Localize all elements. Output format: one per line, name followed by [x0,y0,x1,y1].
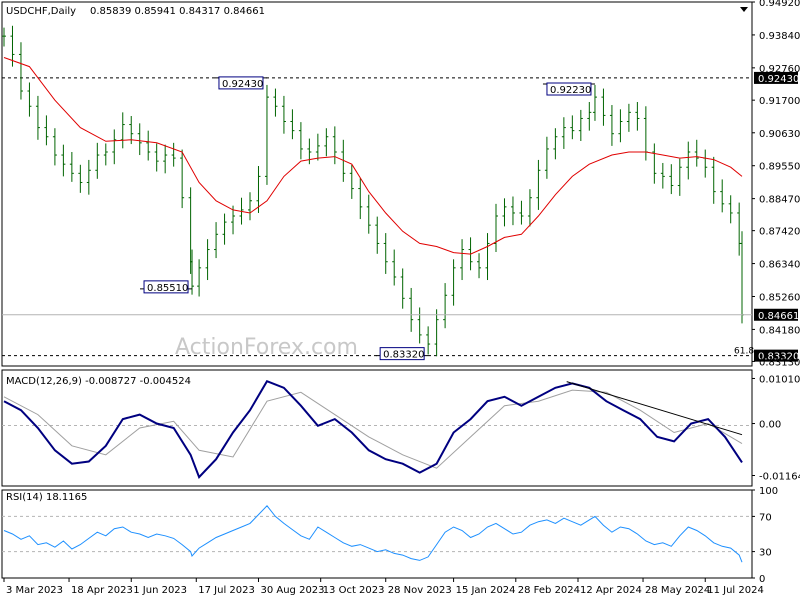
price-tick-label: 0.87420 [759,227,800,238]
rsi-tick-label: 30 [759,548,772,559]
macd-line [3,379,743,479]
current-price-tag [754,308,798,321]
macd-panel: 0.010101 0.00 -0.011645 MACD(12,26,9) -0.0… [1,369,800,487]
macd-trendline [566,381,743,436]
collapse-arrow-icon[interactable] [740,7,748,12]
date-axis: 3 Mar 2023 18 Apr 2023 1 Jun 2023 17 Jul 20… [3,578,764,596]
price-tick-label: 0.88470 [759,195,800,206]
macd-y-axis: 0.010101 0.00 -0.011645 [752,374,800,482]
date-tick-label: 18 Apr 2023 [71,585,133,596]
date-tick-label: 11 Jul 2024 [707,585,764,596]
key-level-value: 0.92430 [758,74,799,85]
price-tick-label: 0.83130 [759,357,800,368]
date-tick-label: 30 Aug 2023 [260,585,324,596]
key-level-tag [754,349,798,362]
rsi-y-axis: 100 70 30 0 [752,486,778,585]
rsi-tick-label: 70 [759,512,772,523]
price-tick-label: 0.84180 [759,325,800,336]
date-tick-label: 28 Feb 2024 [518,585,580,596]
macd-tick-label: 0.010101 [759,374,800,385]
date-tick-label: 12 Apr 2024 [580,585,642,596]
swing-label: 0.92230 [550,85,591,96]
price-tick-label: 0.85260 [759,292,800,303]
rsi-tick-label: 100 [759,486,778,497]
price-panel: ActionForex.com 0.92430 0.83320 61.8 0.924… [1,0,800,368]
price-bars [2,25,744,357]
macd-title: MACD(12,26,9) -0.008727 -0.004524 [6,376,191,387]
swing-label-box [379,347,425,361]
date-tick-label: 13 Oct 2023 [323,585,385,596]
price-tick-label: 0.90630 [759,129,800,140]
date-tick-label: 3 Mar 2023 [6,585,63,596]
price-tick-label: 0.93840 [759,31,800,42]
current-price-value: 0.84661 [758,311,799,322]
date-tick-label: 15 Jan 2024 [456,585,516,596]
price-ohlc-readout: 0.85839 0.85941 0.84317 0.84661 [90,6,265,17]
key-level-value: 0.83320 [758,352,799,363]
key-level-annotation: 61.8 [734,347,754,357]
rsi-title: RSI(14) 18.1165 [6,492,87,503]
date-tick-label: 28 Nov 2023 [388,585,452,596]
price-tick-label: 0.89550 [759,162,800,173]
swing-label-box [546,82,592,96]
key-level-tag [754,71,798,84]
rsi-tick-label: 0 [759,574,765,585]
price-title: USDCHF,Daily [6,6,76,17]
rsi-panel: 100 70 30 0 RSI(14) 18.1165 [1,486,778,585]
moving-average-line [3,57,743,255]
price-tick-label: 0.94920 [759,0,800,9]
date-tick-label: 1 Jun 2023 [133,585,187,596]
swing-label-box [218,76,264,90]
swing-label: 0.85510 [147,283,188,294]
macd-tick-label: -0.011645 [759,471,800,482]
swing-label-box [143,280,189,294]
date-tick-label: 28 May 2024 [645,585,710,596]
price-tick-label: 0.86340 [759,260,800,271]
price-swing-labels: 0.92430 0.85510 0.83320 0.92230 [140,76,595,361]
swing-label: 0.92430 [222,79,263,90]
watermark: ActionForex.com [175,335,358,360]
macd-tick-label: 0.00 [759,420,781,431]
price-tick-label: 0.92760 [759,64,800,75]
swing-label: 0.83320 [383,350,424,361]
macd-signal-line [3,389,743,469]
date-tick-label: 17 Jul 2023 [198,585,255,596]
price-tick-label: 0.91700 [759,96,800,107]
rsi-line [3,505,743,563]
price-y-axis: 0.84661 0.94920 0.93840 0.92760 0.91700 0.906… [752,0,800,368]
